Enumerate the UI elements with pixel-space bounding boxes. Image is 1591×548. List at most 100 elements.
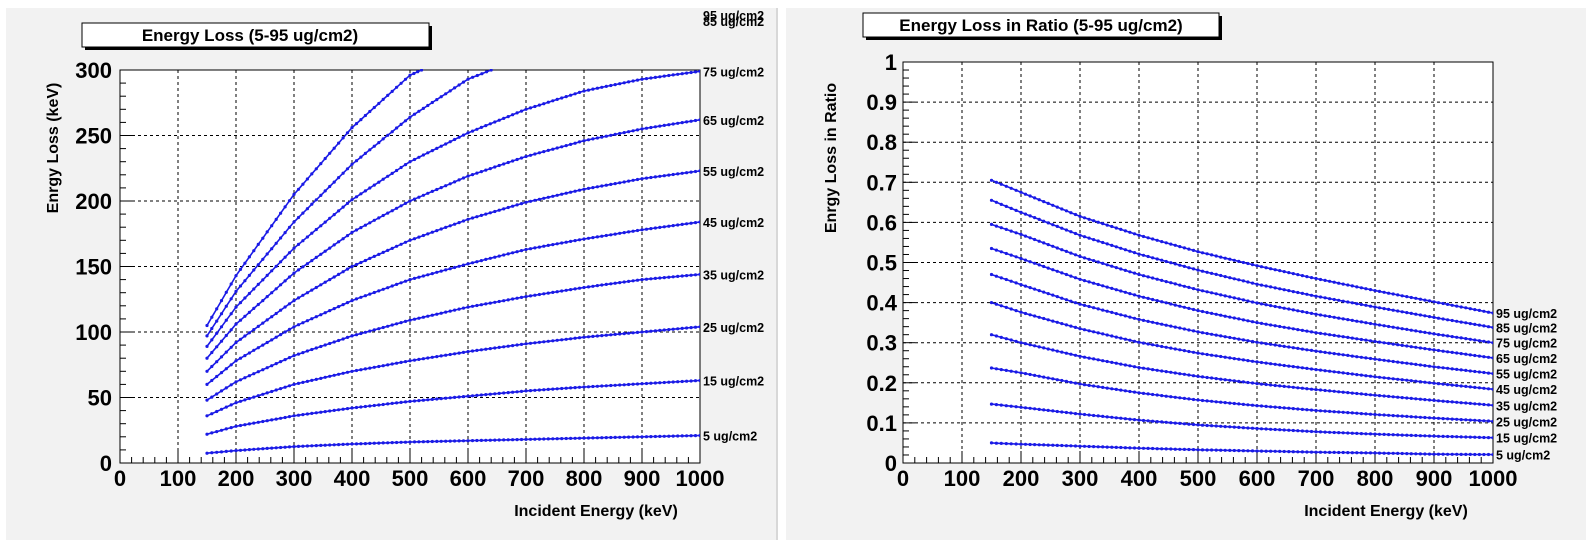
data-point	[412, 399, 417, 403]
data-point	[426, 356, 430, 360]
data-point	[1009, 279, 1013, 283]
data-point	[457, 307, 461, 311]
data-point	[1287, 271, 1291, 275]
data-point	[1200, 423, 1205, 427]
data-point	[1105, 415, 1109, 419]
data-point	[1219, 400, 1223, 404]
data-point	[1314, 312, 1318, 316]
data-point	[1287, 307, 1291, 311]
data-point	[453, 137, 457, 142]
data-point	[430, 189, 434, 193]
data-point	[479, 438, 483, 442]
data-point	[1214, 400, 1218, 404]
data-point	[1409, 379, 1413, 383]
data-point	[1391, 308, 1395, 312]
data-point	[1196, 448, 1200, 452]
data-point	[667, 380, 671, 384]
data-point	[1119, 416, 1123, 420]
data-point	[1241, 338, 1245, 342]
data-point	[1264, 382, 1268, 387]
data-point	[689, 170, 693, 174]
data-point	[337, 141, 341, 145]
data-point	[314, 198, 318, 202]
data-point	[1409, 396, 1413, 400]
data-point	[1164, 259, 1168, 264]
data-point	[533, 437, 537, 441]
data-point	[999, 368, 1003, 372]
data-point	[274, 241, 278, 245]
data-point	[1046, 266, 1050, 270]
data-point	[1014, 309, 1018, 313]
data-point	[1427, 416, 1432, 420]
data-point	[426, 191, 430, 195]
data-point	[560, 437, 564, 441]
data-point	[261, 419, 265, 424]
data-point	[542, 150, 546, 154]
data-point	[1305, 329, 1309, 333]
data-point	[229, 383, 233, 387]
data-point	[1346, 353, 1350, 357]
data-point	[381, 287, 385, 291]
data-point	[1473, 338, 1477, 342]
data-point	[363, 258, 367, 263]
data-point	[1414, 296, 1418, 300]
data-point	[238, 423, 243, 428]
data-point	[319, 162, 323, 166]
data-point	[210, 451, 214, 455]
data-point	[1441, 349, 1445, 353]
data-point	[1341, 317, 1345, 321]
series-label: 95 ug/cm2	[1496, 307, 1557, 321]
data-point	[408, 318, 412, 322]
data-point	[265, 391, 269, 395]
data-point	[1169, 261, 1173, 265]
data-point	[1223, 335, 1227, 339]
data-point	[1377, 323, 1382, 327]
data-point	[1069, 299, 1073, 303]
data-point	[1055, 320, 1059, 324]
data-point	[1364, 412, 1368, 416]
data-point	[676, 380, 680, 384]
data-point	[274, 446, 278, 450]
data-point	[1051, 244, 1055, 248]
data-point	[1087, 444, 1091, 449]
data-point	[279, 445, 283, 450]
data-point	[1219, 334, 1223, 338]
data-point	[1359, 392, 1363, 396]
data-point	[1427, 299, 1432, 303]
data-point	[279, 416, 283, 420]
data-point	[1037, 198, 1041, 202]
data-point	[542, 388, 546, 392]
data-point	[662, 174, 666, 178]
data-point	[310, 288, 314, 292]
data-point	[631, 178, 635, 182]
data-point	[1164, 241, 1168, 245]
data-point	[524, 342, 528, 346]
data-point	[649, 329, 653, 333]
data-point	[224, 386, 228, 390]
data-point	[372, 254, 376, 258]
data-point	[1169, 447, 1173, 451]
data-point	[1200, 309, 1205, 314]
data-point	[265, 252, 269, 256]
data-point	[337, 176, 341, 180]
data-point	[1119, 388, 1123, 392]
data-point	[386, 402, 390, 406]
data-point	[631, 229, 635, 233]
data-point	[390, 323, 394, 327]
data-point	[622, 131, 626, 135]
data-point	[412, 157, 417, 162]
data-point	[305, 444, 309, 448]
data-point	[1119, 289, 1123, 293]
data-point	[377, 441, 381, 445]
data-point	[283, 255, 287, 259]
data-point	[1259, 427, 1264, 431]
data-point	[1064, 228, 1068, 232]
data-point	[1246, 449, 1250, 453]
data-point	[1323, 388, 1327, 393]
data-point	[205, 414, 209, 418]
series-label: 25 ug/cm2	[703, 321, 764, 335]
data-point	[1337, 390, 1341, 394]
data-point	[994, 403, 999, 407]
data-point	[546, 291, 550, 295]
data-point	[994, 274, 999, 278]
